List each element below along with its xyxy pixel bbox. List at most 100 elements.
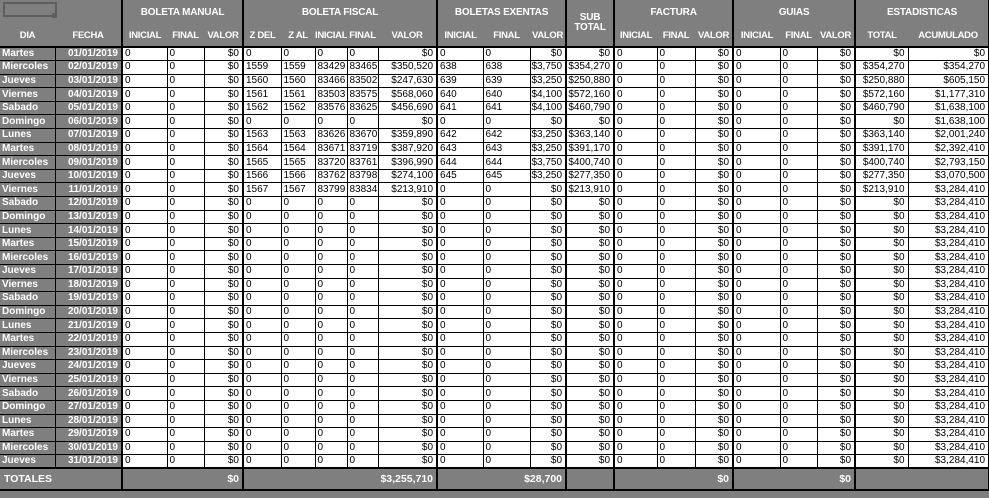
cell-gu-valor[interactable]: $0 — [816, 440, 857, 456]
cell-bf-valor[interactable]: $0 — [377, 236, 439, 252]
cell-bf-valor[interactable]: $350,520 — [377, 60, 439, 75]
cell-fecha[interactable]: 14/01/2019 — [54, 223, 123, 238]
cell-total[interactable]: $0 — [854, 264, 909, 279]
cell-dia[interactable]: Sabado — [0, 386, 56, 401]
cell-bf-inicial[interactable]: 0 — [314, 318, 348, 333]
cell-bm-final[interactable]: 0 — [166, 372, 205, 388]
cell-fecha[interactable]: 19/01/2019 — [54, 291, 123, 306]
cell-be-final[interactable]: 0 — [482, 386, 531, 401]
cell-be-final[interactable]: 643 — [482, 141, 531, 157]
cell-bm-inicial[interactable]: 0 — [121, 168, 168, 184]
cell-bm-final[interactable]: 0 — [166, 427, 205, 442]
cell-total[interactable]: $0 — [854, 318, 909, 333]
cell-fecha[interactable]: 07/01/2019 — [54, 128, 123, 143]
cell-bm-valor[interactable]: $0 — [203, 236, 244, 252]
cell-gu-final[interactable]: 0 — [779, 427, 818, 442]
cell-gu-inicial[interactable]: 0 — [732, 372, 781, 388]
cell-gu-valor[interactable]: $0 — [816, 304, 857, 320]
cell-z-del[interactable]: 0 — [242, 318, 282, 333]
cell-fa-final[interactable]: 0 — [656, 440, 696, 456]
cell-be-inicial[interactable]: 0 — [436, 114, 484, 130]
cell-total[interactable]: $0 — [854, 114, 909, 130]
cell-be-valor[interactable]: $3,250 — [529, 128, 568, 143]
cell-gu-inicial[interactable]: 0 — [732, 386, 781, 401]
cell-bf-final[interactable]: 83719 — [346, 141, 379, 157]
cell-dia[interactable]: Jueves — [0, 73, 56, 89]
cell-bm-final[interactable]: 0 — [166, 440, 205, 456]
totals-label[interactable]: TOTALES — [0, 467, 123, 492]
cell-be-final[interactable]: 645 — [482, 168, 531, 184]
cell-bf-inicial[interactable]: 0 — [314, 440, 348, 456]
cell-be-valor[interactable]: $0 — [529, 331, 568, 347]
cell-gu-final[interactable]: 0 — [779, 277, 818, 293]
cell-bm-final[interactable]: 0 — [166, 250, 205, 265]
cell-bm-final[interactable]: 0 — [166, 128, 205, 143]
cell-bf-final[interactable]: 0 — [346, 264, 379, 279]
cell-bf-final[interactable]: 0 — [346, 209, 379, 225]
cell-z-al[interactable]: 0 — [280, 427, 316, 442]
cell-bm-inicial[interactable]: 0 — [121, 100, 168, 116]
cell-gu-inicial[interactable]: 0 — [732, 141, 781, 157]
cell-be-inicial[interactable]: 0 — [436, 454, 484, 469]
cell-be-inicial[interactable]: 0 — [436, 331, 484, 347]
cell-be-valor[interactable]: $0 — [529, 345, 568, 361]
cell-bm-valor[interactable]: $0 — [203, 386, 244, 401]
cell-gu-final[interactable]: 0 — [779, 168, 818, 184]
cell-bm-valor[interactable]: $0 — [203, 359, 244, 374]
cell-gu-inicial[interactable]: 0 — [732, 100, 781, 116]
cell-bm-final[interactable]: 0 — [166, 399, 205, 415]
cell-fa-inicial[interactable]: 0 — [613, 141, 658, 157]
cell-bm-inicial[interactable]: 0 — [121, 182, 168, 198]
cell-gu-valor[interactable]: $0 — [816, 182, 857, 198]
cell-be-inicial[interactable]: 0 — [436, 236, 484, 252]
cell-bf-inicial[interactable]: 83626 — [314, 128, 348, 143]
cell-bf-final[interactable]: 0 — [346, 440, 379, 456]
cell-gu-valor[interactable]: $0 — [816, 168, 857, 184]
cell-bf-inicial[interactable]: 83799 — [314, 182, 348, 198]
cell-gu-valor[interactable]: $0 — [816, 223, 857, 238]
cell-total[interactable]: $0 — [854, 236, 909, 252]
cell-bf-valor[interactable]: $0 — [377, 454, 439, 469]
cell-bf-valor[interactable]: $568,060 — [377, 87, 439, 102]
cell-be-inicial[interactable]: 0 — [436, 277, 484, 293]
totals-sub-total[interactable] — [566, 467, 616, 492]
cell-z-al[interactable]: 0 — [280, 223, 316, 238]
cell-gu-inicial[interactable]: 0 — [732, 182, 781, 198]
cell-gu-valor[interactable]: $0 — [816, 345, 857, 361]
cell-be-final[interactable]: 0 — [482, 318, 531, 333]
cell-be-inicial[interactable]: 0 — [436, 413, 484, 429]
cell-gu-valor[interactable]: $0 — [816, 291, 857, 306]
cell-bm-valor[interactable]: $0 — [203, 114, 244, 130]
cell-fa-valor[interactable]: $0 — [694, 427, 735, 442]
cell-be-final[interactable]: 0 — [482, 250, 531, 265]
cell-total[interactable]: $0 — [854, 359, 909, 374]
cell-be-final[interactable]: 0 — [482, 114, 531, 130]
cell-dia[interactable]: Martes — [0, 427, 56, 442]
cell-bm-valor[interactable]: $0 — [203, 46, 244, 62]
cell-fa-inicial[interactable]: 0 — [613, 304, 658, 320]
cell-bm-valor[interactable]: $0 — [203, 128, 244, 143]
cell-fecha[interactable]: 30/01/2019 — [54, 440, 123, 456]
cell-bf-valor[interactable]: $0 — [377, 209, 439, 225]
cell-fa-final[interactable]: 0 — [656, 372, 696, 388]
cell-dia[interactable]: Martes — [0, 236, 56, 252]
cell-gu-inicial[interactable]: 0 — [732, 345, 781, 361]
cell-bf-inicial[interactable]: 83503 — [314, 87, 348, 102]
cell-be-inicial[interactable]: 0 — [436, 304, 484, 320]
cell-fa-inicial[interactable]: 0 — [613, 277, 658, 293]
cell-sub-total[interactable]: $0 — [565, 318, 616, 333]
cell-bm-inicial[interactable]: 0 — [121, 73, 168, 89]
cell-gu-final[interactable]: 0 — [779, 182, 818, 198]
cell-bf-inicial[interactable]: 0 — [314, 345, 348, 361]
cell-acumulado[interactable]: $3,284,410 — [907, 291, 989, 306]
cell-fa-inicial[interactable]: 0 — [613, 60, 658, 75]
cell-fa-valor[interactable]: $0 — [694, 345, 735, 361]
cell-fa-inicial[interactable]: 0 — [613, 250, 658, 265]
cell-total[interactable]: $0 — [854, 250, 909, 265]
cell-sub-total[interactable]: $0 — [565, 440, 616, 456]
cell-bm-valor[interactable]: $0 — [203, 291, 244, 306]
cell-bf-final[interactable]: 0 — [346, 345, 379, 361]
cell-gu-final[interactable]: 0 — [779, 440, 818, 456]
cell-total[interactable]: $400,740 — [854, 155, 909, 170]
cell-dia[interactable]: Miercoles — [0, 345, 56, 361]
